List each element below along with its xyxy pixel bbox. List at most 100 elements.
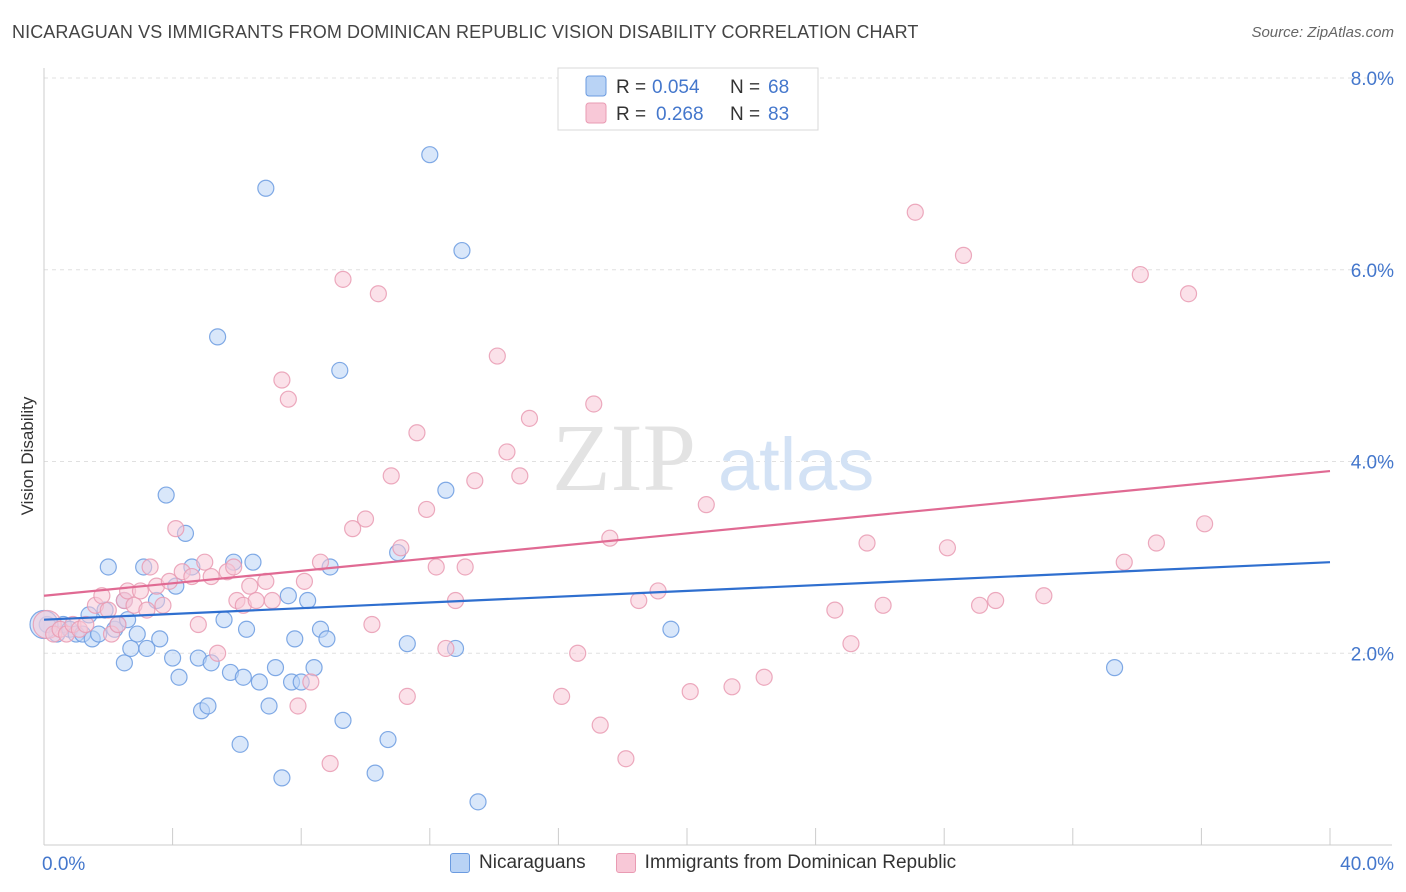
legend-r-label: R = xyxy=(616,104,646,125)
data-point xyxy=(279,390,297,408)
data-point xyxy=(408,424,426,442)
watermark-zip: ZIP xyxy=(552,404,696,511)
data-point xyxy=(356,510,375,528)
data-point xyxy=(906,203,924,221)
data-point xyxy=(151,630,169,648)
data-point xyxy=(302,673,320,691)
data-point xyxy=(469,793,487,811)
data-point xyxy=(295,572,314,590)
data-point xyxy=(437,639,455,658)
data-point xyxy=(1105,659,1124,677)
legend-label: Immigrants from Dominican Republic xyxy=(644,852,957,873)
data-point xyxy=(1196,515,1214,533)
data-point xyxy=(234,668,252,686)
data-point xyxy=(427,558,445,576)
data-point xyxy=(553,687,571,705)
trend-line xyxy=(43,561,1331,621)
data-point xyxy=(398,635,416,653)
data-point xyxy=(260,697,278,715)
data-point xyxy=(141,558,159,576)
data-point xyxy=(585,395,603,413)
data-point xyxy=(231,735,249,753)
data-point xyxy=(938,539,957,557)
data-point xyxy=(421,146,439,164)
data-point xyxy=(1035,587,1053,605)
data-point xyxy=(237,620,256,638)
data-point xyxy=(662,620,680,638)
data-point xyxy=(987,591,1005,610)
data-point xyxy=(842,635,860,653)
data-point xyxy=(244,553,262,571)
data-point xyxy=(398,687,416,705)
data-point xyxy=(209,644,227,662)
data-point xyxy=(286,630,304,648)
data-point xyxy=(498,443,516,461)
axes xyxy=(43,68,1392,846)
data-point xyxy=(164,649,182,667)
data-point xyxy=(363,615,381,634)
data-point xyxy=(266,659,285,677)
data-point xyxy=(826,601,844,619)
data-point xyxy=(379,730,397,749)
data-point xyxy=(247,591,265,610)
data-point xyxy=(99,558,117,576)
data-point xyxy=(591,716,609,734)
data-point xyxy=(225,558,243,576)
data-point xyxy=(215,611,233,629)
data-point xyxy=(196,553,214,571)
data-point xyxy=(160,572,178,590)
y-tick-label: 8.0% xyxy=(1351,69,1394,90)
data-point xyxy=(318,630,336,648)
legend-r-value: 0.268 xyxy=(656,104,704,125)
data-point xyxy=(122,639,140,658)
data-point xyxy=(369,285,387,303)
data-point xyxy=(970,596,989,614)
trend-line xyxy=(43,469,1331,597)
data-point xyxy=(257,179,275,197)
data-point xyxy=(681,682,699,701)
legend-r-label: R = xyxy=(616,77,646,98)
data-point xyxy=(321,754,339,773)
data-point xyxy=(453,241,471,260)
legend-item-dominican: Immigrants from Dominican Republic xyxy=(615,852,957,874)
data-point xyxy=(366,764,384,782)
trend-lines xyxy=(43,469,1331,621)
data-point xyxy=(520,409,539,427)
data-point xyxy=(392,539,410,557)
legend-n-value: 83 xyxy=(768,104,789,125)
data-point xyxy=(93,587,111,605)
data-point xyxy=(77,615,95,634)
data-point xyxy=(344,520,362,538)
data-point xyxy=(874,596,892,614)
data-point xyxy=(167,520,185,538)
data-point xyxy=(299,591,317,610)
legend: R = 0.054 N = 68 R = 0.268 N = 83 xyxy=(557,67,819,131)
data-point xyxy=(1179,285,1198,303)
data-point xyxy=(954,246,973,264)
data-point xyxy=(250,673,269,691)
data-point xyxy=(128,625,146,643)
legend-item-nicaraguans: Nicaraguans xyxy=(450,852,586,874)
legend-n-value: 68 xyxy=(768,77,789,98)
y-tick-label: 6.0% xyxy=(1351,261,1394,282)
data-point xyxy=(202,567,220,586)
data-point xyxy=(115,654,133,672)
data-point xyxy=(109,615,127,634)
data-point xyxy=(305,659,323,677)
data-point xyxy=(331,361,349,380)
legend-swatch-blue xyxy=(450,853,470,873)
data-point xyxy=(1115,553,1133,571)
legend-r-value: 0.054 xyxy=(652,77,700,98)
legend-n-label: N = xyxy=(730,77,760,98)
data-point xyxy=(241,577,259,595)
data-point xyxy=(1147,534,1165,552)
data-point xyxy=(697,496,715,514)
data-point xyxy=(601,529,619,547)
data-point xyxy=(1131,265,1149,284)
data-point xyxy=(755,668,773,686)
data-point xyxy=(334,270,352,288)
tick-labels: 2.0% 4.0% 6.0% 8.0% 0.0% 40.0% xyxy=(42,69,1394,875)
data-point xyxy=(170,668,188,686)
data-point xyxy=(273,371,291,389)
